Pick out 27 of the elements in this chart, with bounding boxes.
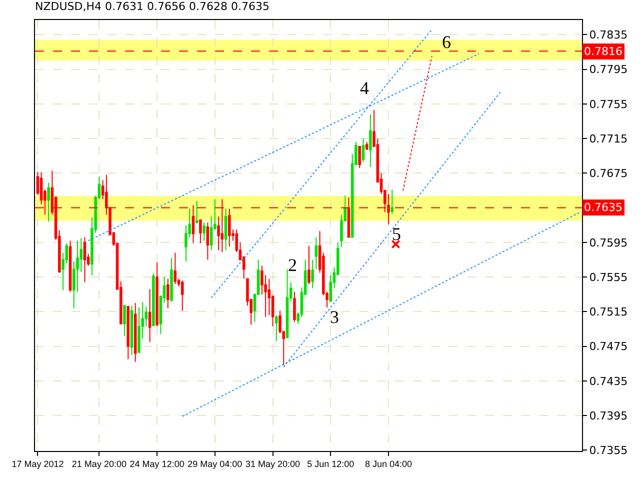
x-tick-label: 24 May 12:00 (130, 458, 184, 469)
annotation: 6 (442, 32, 451, 52)
annotation: 4 (360, 78, 369, 98)
y-tick-label: 0.7675 (589, 167, 628, 180)
x-tick-label: 17 May 2012 (12, 458, 64, 469)
ref-line-label: 0.7635 (584, 201, 622, 214)
x-tick-label: 8 Jun 04:00 (364, 458, 412, 469)
x-tick-label: 21 May 20:00 (72, 458, 126, 469)
y-tick-label: 0.7595 (589, 236, 628, 250)
y-tick-label: 0.7795 (589, 63, 628, 76)
x-tick-label: 5 Jun 12:00 (307, 458, 354, 469)
y-tick-label: 0.7435 (589, 374, 628, 388)
y-tick-label: 0.7555 (589, 270, 628, 284)
chart-title: NZDUSD,H4 0.7631 0.7656 0.7628 0.7635 (35, 0, 270, 14)
y-tick-label: 0.7475 (589, 340, 628, 354)
y-tick-label: 0.7355 (589, 444, 628, 457)
annotation: 5 (392, 224, 401, 244)
y-tick-label: 0.7835 (589, 28, 628, 42)
annotation: 3 (330, 307, 339, 327)
x-tick-label: 29 May 04:00 (188, 458, 242, 469)
ref-line-label: 0.7816 (584, 45, 622, 58)
y-tick-label: 0.7395 (589, 409, 628, 422)
y-tick-label: 0.7715 (589, 132, 628, 146)
y-tick-label: 0.7755 (589, 98, 628, 111)
annotation: 2 (288, 255, 297, 275)
x-tick-label: 31 May 20:00 (246, 458, 300, 469)
y-tick-label: 0.7515 (589, 306, 628, 319)
